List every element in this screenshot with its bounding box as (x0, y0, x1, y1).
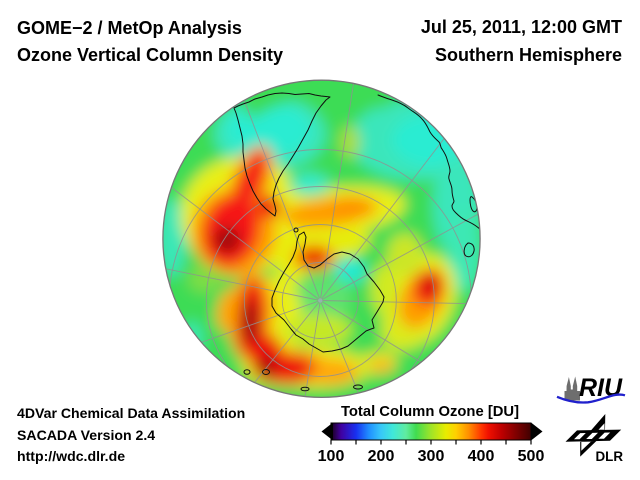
svg-text:500: 500 (518, 448, 545, 465)
svg-text:DLR: DLR (596, 449, 624, 464)
svg-text:300: 300 (418, 448, 445, 465)
svg-text:200: 200 (368, 448, 395, 465)
svg-text:400: 400 (468, 448, 495, 465)
svg-text:Total Column Ozone [DU]: Total Column Ozone [DU] (341, 404, 519, 420)
svg-text:RIU: RIU (579, 374, 623, 402)
svg-text:100: 100 (318, 448, 345, 465)
